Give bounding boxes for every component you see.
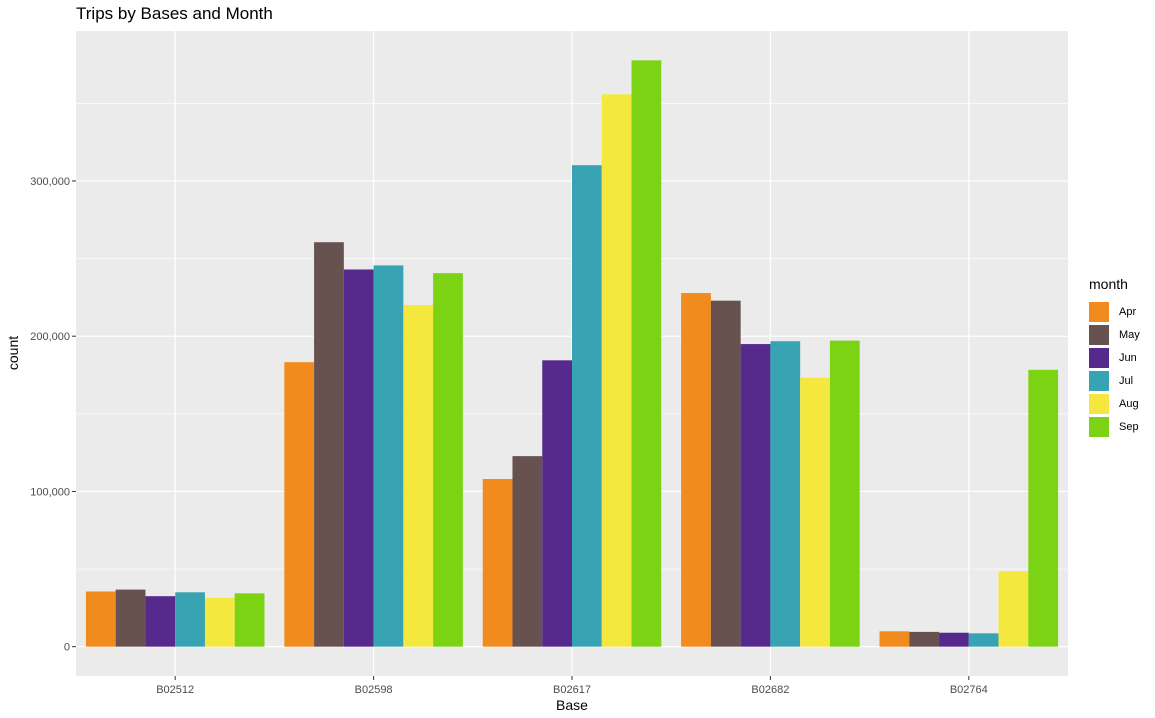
bar-B02764-Apr <box>879 631 910 647</box>
legend-key <box>1089 347 1109 368</box>
bar-B02598-Apr <box>284 362 315 647</box>
legend-label: Apr <box>1119 305 1137 318</box>
bar-B02617-Sep <box>631 60 662 647</box>
x-tick-label: B02598 <box>355 684 393 696</box>
legend-label: Jul <box>1119 374 1134 387</box>
bar-B02682-Jun <box>740 344 771 647</box>
x-tick-label: B02617 <box>553 684 591 696</box>
y-tick-label: 0 <box>64 642 70 654</box>
y-tick-label: 300,000 <box>30 176 70 188</box>
bar-B02512-Aug <box>204 597 235 647</box>
bar-B02512-May <box>115 589 146 647</box>
bar-B02764-Jul <box>968 633 999 647</box>
legend-items: Apr May Jun Jul Aug Sep <box>1089 300 1140 438</box>
bar-B02598-May <box>314 242 344 647</box>
legend-item: Jul <box>1089 369 1140 392</box>
legend: month Apr May Jun Jul Aug Sep <box>1089 276 1140 438</box>
legend-key <box>1089 324 1109 345</box>
legend-label: Sep <box>1119 420 1139 433</box>
bar-B02764-Jun <box>939 632 969 647</box>
bar-B02617-Aug <box>601 94 632 647</box>
legend-item: Apr <box>1089 300 1140 323</box>
legend-key <box>1089 416 1109 437</box>
legend-item: Aug <box>1089 392 1140 415</box>
bar-B02598-Sep <box>433 273 463 647</box>
bar-B02512-Jun <box>145 596 176 647</box>
legend-key <box>1089 301 1109 322</box>
bar-B02617-Jun <box>542 360 572 647</box>
bar-B02764-Aug <box>998 571 1029 647</box>
bar-B02617-Jul <box>572 165 602 647</box>
legend-item: Sep <box>1089 415 1140 438</box>
bar-B02512-Apr <box>85 591 116 647</box>
legend-key <box>1089 370 1109 391</box>
x-tick-label: B02764 <box>950 684 988 696</box>
y-axis-ticks: 0 100,000 200,000 300,000 <box>30 176 76 654</box>
x-tick-label: B02682 <box>751 684 789 696</box>
bars <box>85 60 1059 647</box>
bar-B02512-Sep <box>234 593 265 647</box>
bar-B02682-Sep <box>829 340 860 647</box>
y-axis-title: count <box>5 336 21 370</box>
bar-B02764-May <box>909 631 940 647</box>
bar-B02617-May <box>512 456 543 647</box>
bar-B02682-Aug <box>800 377 830 647</box>
y-tick-label: 100,000 <box>30 486 70 498</box>
legend-title: month <box>1089 276 1128 292</box>
x-tick-label: B02512 <box>156 684 194 696</box>
x-axis-title: Base <box>556 697 588 713</box>
legend-label: May <box>1119 328 1140 341</box>
bar-B02598-Jul <box>373 265 404 647</box>
legend-key <box>1089 393 1109 414</box>
bar-B02512-Jul <box>175 592 205 647</box>
chart-title: Trips by Bases and Month <box>76 4 273 23</box>
bar-B02682-Apr <box>681 293 711 647</box>
y-tick-label: 200,000 <box>30 331 70 343</box>
legend-label: Aug <box>1119 397 1139 410</box>
bar-B02764-Sep <box>1028 369 1059 647</box>
bar-B02682-Jul <box>770 341 801 647</box>
x-axis-ticks: B02512 B02598 B02617 B02682 B02764 <box>156 676 988 696</box>
legend-item: May <box>1089 323 1140 346</box>
bar-B02617-Apr <box>482 479 513 647</box>
bar-B02598-Jun <box>343 269 374 647</box>
bar-B02598-Aug <box>403 304 434 647</box>
legend-item: Jun <box>1089 346 1140 369</box>
bar-B02682-May <box>710 300 741 647</box>
legend-label: Jun <box>1119 351 1137 364</box>
